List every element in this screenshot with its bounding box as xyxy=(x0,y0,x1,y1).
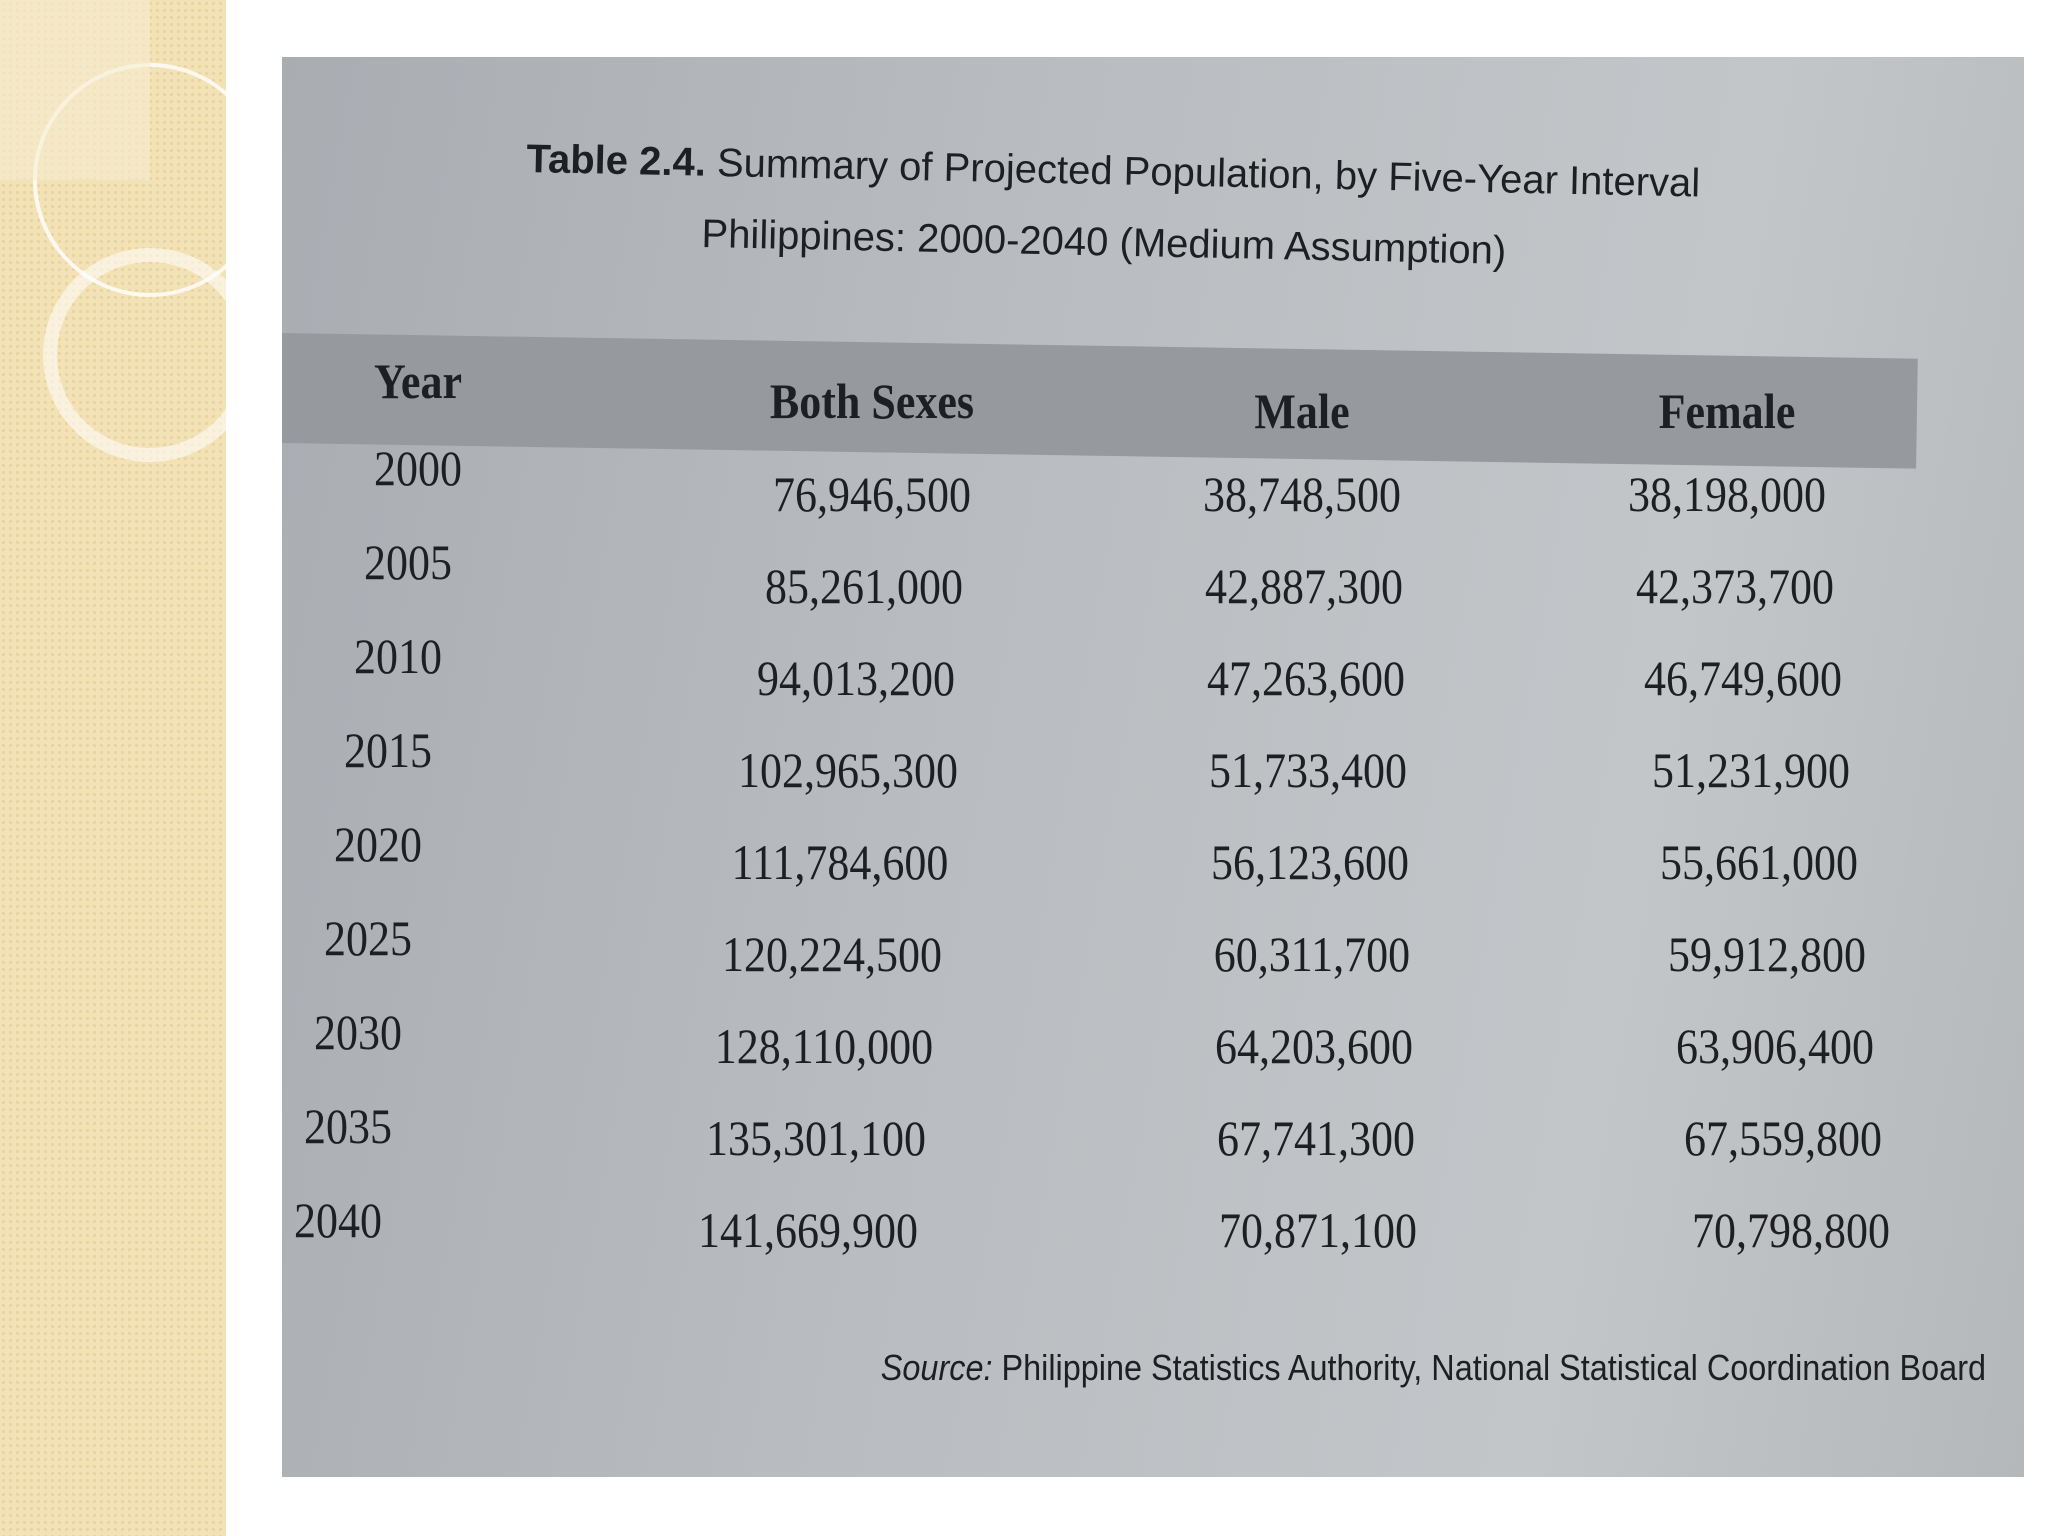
value-cell: 46,749,600 xyxy=(1644,650,1842,706)
value-cell: 94,013,200 xyxy=(757,650,955,706)
value-cell: 64,203,600 xyxy=(1215,1018,1413,1074)
value-cell: 42,887,300 xyxy=(1205,558,1403,614)
value-cell: 70,798,800 xyxy=(1692,1202,1890,1258)
year-cell: 2015 xyxy=(344,722,432,778)
value-cell: 141,669,900 xyxy=(698,1202,918,1258)
value-cell: 56,123,600 xyxy=(1211,834,1409,890)
value-cell: 63,906,400 xyxy=(1676,1018,1874,1074)
value-cell: 59,912,800 xyxy=(1668,926,1866,982)
value-cell: 47,263,600 xyxy=(1207,650,1405,706)
value-cell: 128,110,000 xyxy=(714,1018,934,1074)
value-cell: 102,965,300 xyxy=(738,742,958,798)
value-cell: 120,224,500 xyxy=(722,926,942,982)
value-cell: 51,231,900 xyxy=(1652,742,1850,798)
value-cell: 51,733,400 xyxy=(1209,742,1407,798)
value-cell: 38,198,000 xyxy=(1628,466,1826,522)
year-cell: 2040 xyxy=(294,1192,382,1248)
source-label: Source: xyxy=(880,1347,993,1388)
year-cell: 2025 xyxy=(324,910,412,966)
value-cell: 42,373,700 xyxy=(1636,558,1834,614)
value-cell: 135,301,100 xyxy=(706,1110,926,1166)
value-cell: 60,311,700 xyxy=(1213,926,1411,982)
table-subtitle: Philippines: 2000-2040 (Medium Assumptio… xyxy=(701,212,1507,273)
year-cell: 2035 xyxy=(304,1098,392,1154)
table-title: Table 2.4. Summary of Projected Populati… xyxy=(526,137,1701,207)
title-text: Summary of Projected Population, by Five… xyxy=(716,140,1701,206)
year-cell: 2010 xyxy=(354,628,442,684)
year-cell: 2030 xyxy=(314,1004,402,1060)
decor-strip xyxy=(0,0,226,1536)
year-cell: 2000 xyxy=(374,440,462,496)
source-note: Source: Philippine Statistics Authority,… xyxy=(881,1347,1986,1389)
value-cell: 67,559,800 xyxy=(1684,1110,1882,1166)
value-cell: 67,741,300 xyxy=(1217,1110,1415,1166)
column-header: Female xyxy=(1658,383,1796,439)
value-cell: 38,748,500 xyxy=(1203,466,1401,522)
year-cell: 2005 xyxy=(364,534,452,590)
source-text: Philippine Statistics Authority, Nationa… xyxy=(1001,1347,1986,1388)
value-cell: 85,261,000 xyxy=(765,558,963,614)
column-header: Male xyxy=(1254,383,1350,439)
title-label: Table 2.4. xyxy=(526,137,707,185)
value-cell: 76,946,500 xyxy=(773,466,971,522)
column-header: Both Sexes xyxy=(769,373,975,429)
value-cell: 111,784,600 xyxy=(731,834,949,890)
decor-circles xyxy=(0,0,226,462)
table-photo: Table 2.4. Summary of Projected Populati… xyxy=(282,57,2024,1477)
year-cell: 2020 xyxy=(334,816,422,872)
value-cell: 70,871,100 xyxy=(1219,1202,1417,1258)
column-header: Year xyxy=(374,353,462,409)
value-cell: 55,661,000 xyxy=(1660,834,1858,890)
